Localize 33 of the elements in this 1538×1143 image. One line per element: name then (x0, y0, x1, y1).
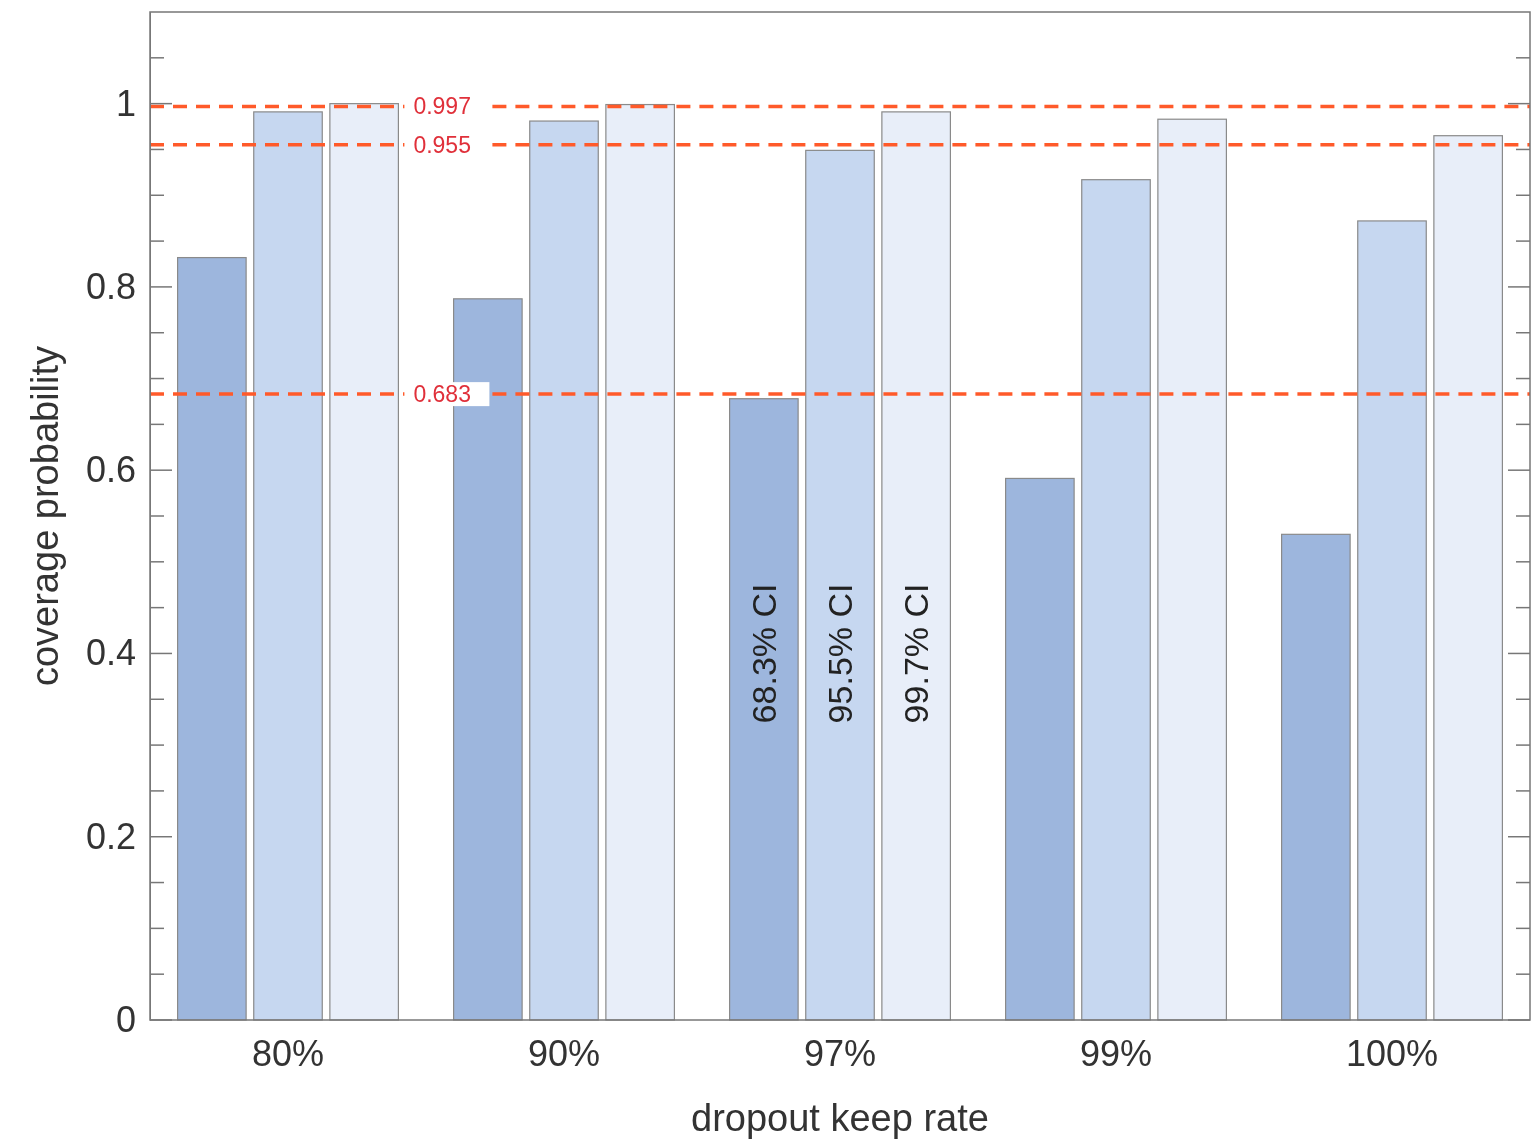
y-tick-label: 0.2 (85, 815, 136, 857)
x-axis-title: dropout keep rate (691, 1097, 989, 1139)
x-tick-label: 99% (1079, 1032, 1153, 1074)
x-tick-label: 100% (1345, 1032, 1439, 1074)
y-axis-title: coverage probability (24, 345, 66, 687)
bar (805, 149, 875, 1021)
x-tick-label: 90% (527, 1032, 601, 1074)
bar (1081, 179, 1151, 1021)
x-tick-label: 97% (803, 1032, 877, 1074)
y-tick-label: 0.8 (85, 265, 136, 307)
series-label: 99.7% CI (897, 583, 936, 724)
bar (177, 256, 247, 1021)
x-tick-label: 80% (251, 1032, 325, 1074)
bar (605, 103, 675, 1021)
bar (329, 103, 399, 1021)
bar (1005, 477, 1075, 1021)
y-tick-label: 1 (115, 82, 136, 124)
series-label: 68.3% CI (744, 583, 783, 724)
bar (881, 111, 951, 1021)
ref-line-label: 0.683 (413, 381, 471, 408)
bar (1357, 220, 1427, 1021)
bar (529, 120, 599, 1021)
bar (253, 111, 323, 1021)
y-tick-label: 0 (115, 999, 136, 1041)
series-label: 95.5% CI (821, 583, 859, 724)
y-tick-label: 0.6 (85, 449, 136, 491)
bar (1157, 118, 1227, 1021)
y-tick-label: 0.4 (85, 632, 136, 674)
bar (729, 398, 799, 1021)
ref-line-label: 0.955 (413, 131, 471, 158)
bar (1281, 533, 1351, 1021)
ref-line-label: 0.997 (413, 93, 471, 120)
bar (1433, 135, 1503, 1021)
